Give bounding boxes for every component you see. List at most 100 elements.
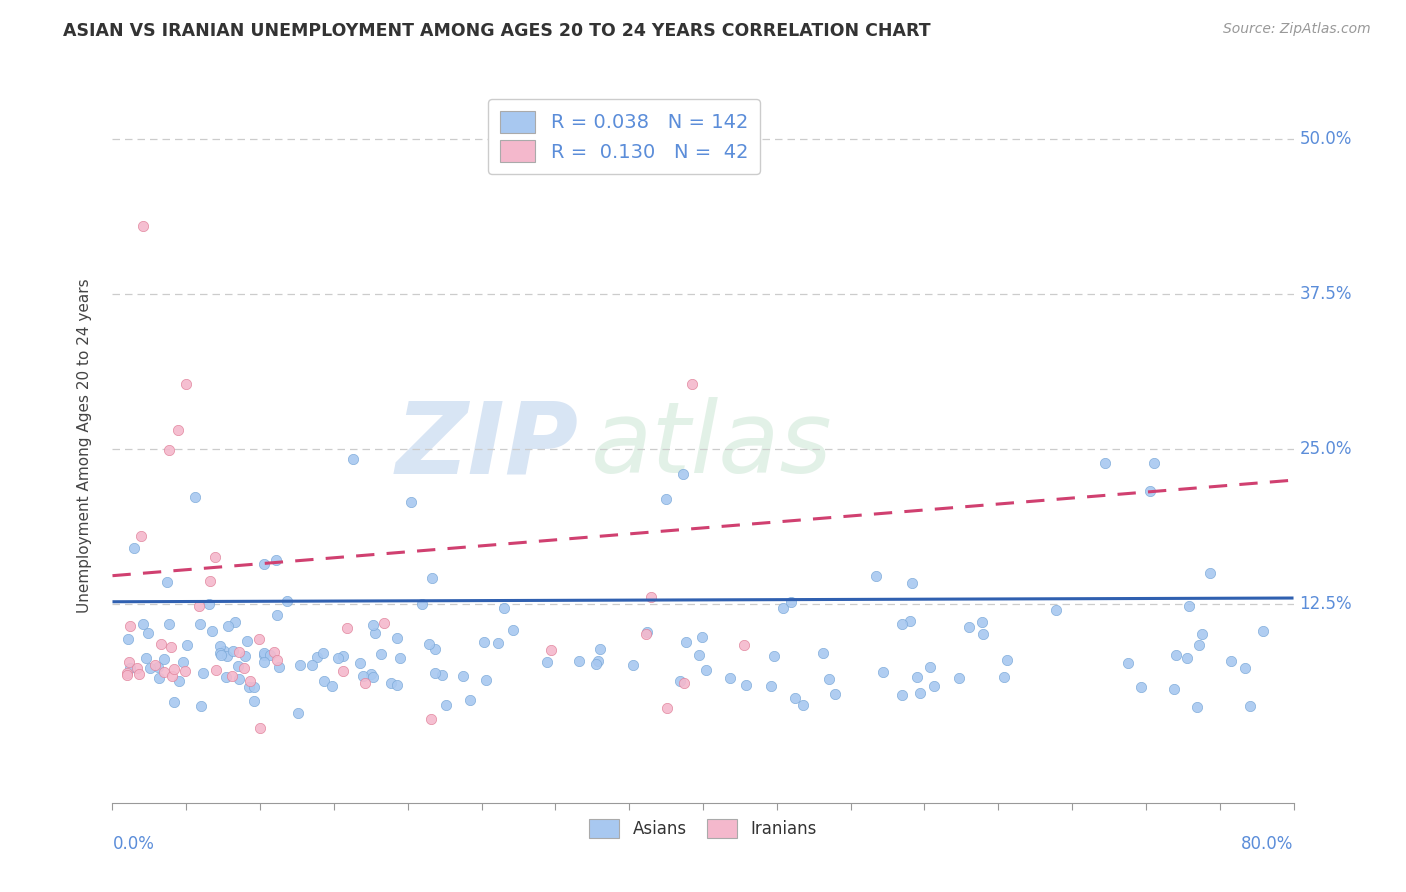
- Point: [342, 452, 364, 467]
- Point: [115, 667, 138, 681]
- Point: [589, 642, 612, 657]
- Text: 80.0%: 80.0%: [1241, 835, 1294, 853]
- Point: [688, 648, 710, 662]
- Point: [779, 595, 801, 609]
- Point: [139, 661, 162, 675]
- Point: [328, 651, 350, 665]
- Legend: Asians, Iranians: Asians, Iranians: [582, 812, 824, 845]
- Point: [122, 541, 145, 556]
- Point: [215, 648, 238, 663]
- Point: [352, 668, 374, 682]
- Point: [475, 673, 498, 687]
- Point: [811, 646, 834, 660]
- Point: [153, 652, 176, 666]
- Point: [233, 661, 256, 675]
- Point: [332, 649, 354, 664]
- Point: [264, 553, 287, 567]
- Point: [385, 631, 408, 645]
- Point: [221, 669, 243, 683]
- Point: [118, 619, 141, 633]
- Point: [253, 557, 276, 571]
- Point: [132, 616, 155, 631]
- Point: [353, 676, 375, 690]
- Point: [718, 671, 741, 685]
- Point: [690, 630, 713, 644]
- Point: [321, 679, 343, 693]
- Point: [209, 646, 232, 660]
- Text: 12.5%: 12.5%: [1299, 595, 1353, 613]
- Point: [540, 643, 562, 657]
- Point: [259, 648, 281, 663]
- Point: [159, 640, 181, 655]
- Point: [191, 665, 214, 680]
- Point: [891, 616, 914, 631]
- Point: [1185, 700, 1208, 714]
- Point: [253, 648, 276, 662]
- Y-axis label: Unemployment Among Ages 20 to 24 years: Unemployment Among Ages 20 to 24 years: [77, 278, 91, 614]
- Point: [908, 685, 931, 699]
- Point: [224, 615, 246, 629]
- Point: [502, 624, 524, 638]
- Point: [818, 672, 841, 686]
- Point: [993, 670, 1015, 684]
- Point: [249, 722, 271, 736]
- Point: [215, 670, 238, 684]
- Point: [276, 594, 298, 608]
- Point: [287, 706, 309, 721]
- Point: [360, 667, 382, 681]
- Text: atlas: atlas: [591, 398, 832, 494]
- Point: [143, 657, 166, 672]
- Point: [160, 668, 183, 682]
- Point: [226, 659, 249, 673]
- Point: [301, 658, 323, 673]
- Point: [188, 617, 211, 632]
- Point: [762, 648, 785, 663]
- Point: [253, 646, 276, 660]
- Text: ASIAN VS IRANIAN UNEMPLOYMENT AMONG AGES 20 TO 24 YEARS CORRELATION CHART: ASIAN VS IRANIAN UNEMPLOYMENT AMONG AGES…: [63, 22, 931, 40]
- Point: [153, 665, 176, 680]
- Point: [118, 655, 141, 669]
- Point: [198, 597, 221, 611]
- Point: [209, 639, 232, 653]
- Point: [387, 678, 409, 692]
- Point: [243, 680, 266, 694]
- Point: [418, 637, 440, 651]
- Point: [1191, 627, 1213, 641]
- Point: [242, 693, 264, 707]
- Point: [312, 673, 335, 688]
- Point: [957, 620, 980, 634]
- Point: [1130, 680, 1153, 694]
- Point: [772, 600, 794, 615]
- Point: [640, 590, 662, 604]
- Point: [411, 597, 433, 611]
- Point: [972, 627, 994, 641]
- Text: 37.5%: 37.5%: [1299, 285, 1353, 303]
- Point: [872, 665, 894, 679]
- Point: [1239, 698, 1261, 713]
- Point: [132, 219, 155, 233]
- Point: [792, 698, 814, 712]
- Point: [176, 638, 198, 652]
- Point: [695, 663, 717, 677]
- Point: [1139, 483, 1161, 498]
- Point: [148, 671, 170, 685]
- Point: [420, 712, 443, 726]
- Point: [905, 670, 928, 684]
- Point: [253, 656, 276, 670]
- Point: [924, 679, 946, 693]
- Point: [266, 653, 288, 667]
- Point: [188, 599, 211, 614]
- Point: [204, 549, 226, 564]
- Point: [1164, 648, 1187, 662]
- Point: [217, 619, 239, 633]
- Point: [125, 661, 148, 675]
- Point: [824, 687, 846, 701]
- Point: [865, 569, 887, 583]
- Point: [621, 658, 644, 673]
- Point: [167, 423, 190, 437]
- Point: [361, 618, 384, 632]
- Point: [634, 626, 657, 640]
- Point: [138, 626, 160, 640]
- Point: [190, 699, 212, 714]
- Point: [233, 648, 256, 663]
